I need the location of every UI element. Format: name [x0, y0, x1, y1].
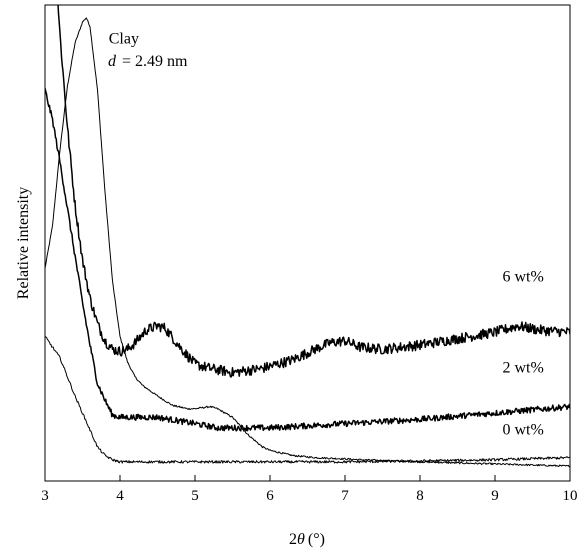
d-spacing-annotation: d = 2.49 nm: [108, 53, 188, 70]
x-axis: 3 4 5 6 7 8 9 10: [41, 475, 578, 504]
d-value: = 2.49 nm: [122, 53, 188, 70]
x-tick-label: 8: [416, 488, 424, 504]
x-tick-label: 3: [41, 488, 49, 504]
series-label: 6 wt%: [503, 268, 544, 285]
series-label: Clay: [109, 30, 139, 47]
x-tick-label: 5: [191, 488, 199, 504]
series-line-1: [45, 17, 570, 468]
theta-symbol: θ: [297, 531, 305, 548]
d-symbol: d: [108, 53, 117, 70]
x-axis-title: 2θ (°): [289, 531, 325, 548]
x-axis-title-unit: (°): [308, 531, 325, 548]
x-tick-label: 7: [341, 488, 349, 504]
x-tick-label: 6: [266, 488, 274, 504]
series-label: 0 wt%: [503, 421, 544, 438]
x-tick-label: 4: [116, 488, 124, 504]
x-tick-label: 10: [563, 488, 578, 504]
plot-frame: [44, 4, 571, 482]
series-line-2: [57, 5, 570, 378]
y-axis-title: Relative intensity: [15, 187, 32, 299]
series-label: 2 wt%: [503, 360, 544, 377]
series-line-3: [45, 88, 570, 432]
x-axis-title-prefix: 2: [289, 531, 297, 548]
series-layer: [45, 5, 570, 468]
x-tick-label: 9: [491, 488, 499, 504]
series-line-4: [45, 335, 570, 464]
series-label-layer: Clay 6 wt% 2 wt% 0 wt%: [109, 30, 544, 438]
